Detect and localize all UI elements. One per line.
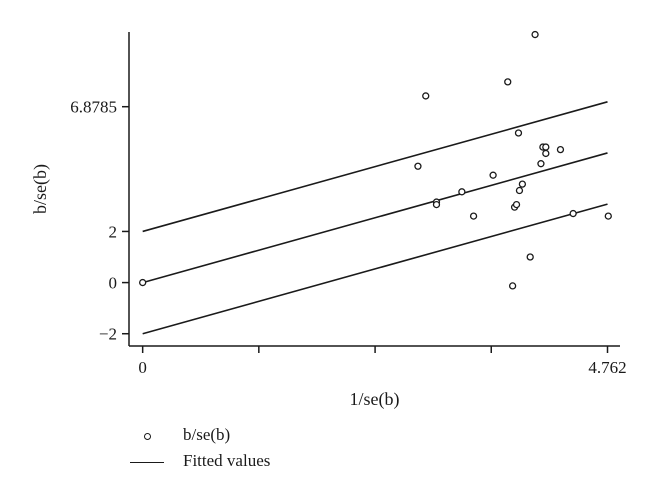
data-point — [139, 278, 147, 287]
y-tick-label: 6.8785 — [70, 98, 117, 117]
data-point — [504, 78, 512, 86]
legend-item-points: b/se(b) — [130, 424, 430, 450]
fitted-line-2 — [142, 203, 608, 335]
data-point — [432, 200, 441, 209]
data-point — [515, 186, 524, 195]
data-point — [542, 143, 550, 151]
data-point — [422, 92, 430, 100]
legend-item-fitted: Fitted values — [130, 450, 430, 476]
data-point — [489, 171, 497, 179]
data-point — [469, 212, 478, 220]
y-axis-label: b/se(b) — [30, 164, 51, 214]
data-point — [512, 200, 521, 209]
data-point — [458, 188, 466, 196]
x-axis-label: 1/se(b) — [350, 389, 400, 410]
legend-line-marker-icon — [130, 462, 164, 463]
data-point — [508, 282, 517, 290]
fitted-line-1 — [142, 152, 608, 284]
data-point — [526, 253, 534, 261]
data-point — [569, 209, 577, 218]
legend-label-points: b/se(b) — [183, 425, 231, 444]
y-tick-label: 2 — [109, 222, 118, 241]
y-tick-label: 0 — [109, 274, 118, 293]
data-point — [537, 160, 545, 168]
scatter-points-group — [139, 30, 612, 290]
fitted-lines-group — [142, 101, 608, 335]
data-point — [604, 212, 612, 220]
data-point — [514, 129, 523, 137]
legend-label-fitted: Fitted values — [183, 451, 271, 470]
data-point — [531, 30, 539, 39]
fitted-line-0 — [142, 101, 608, 233]
plot-axes: −2 0 2 6.8785 0 4.762 — [70, 32, 627, 377]
data-point — [556, 145, 565, 154]
legend-circle-marker-icon — [144, 433, 151, 440]
x-tick-label: 4.762 — [588, 358, 626, 377]
chart-legend: b/se(b) Fitted values — [130, 424, 430, 476]
y-tick-label: −2 — [99, 325, 117, 344]
data-point — [542, 149, 550, 158]
data-point — [518, 180, 527, 188]
x-tick-label: 0 — [138, 358, 147, 377]
data-point — [414, 162, 422, 170]
